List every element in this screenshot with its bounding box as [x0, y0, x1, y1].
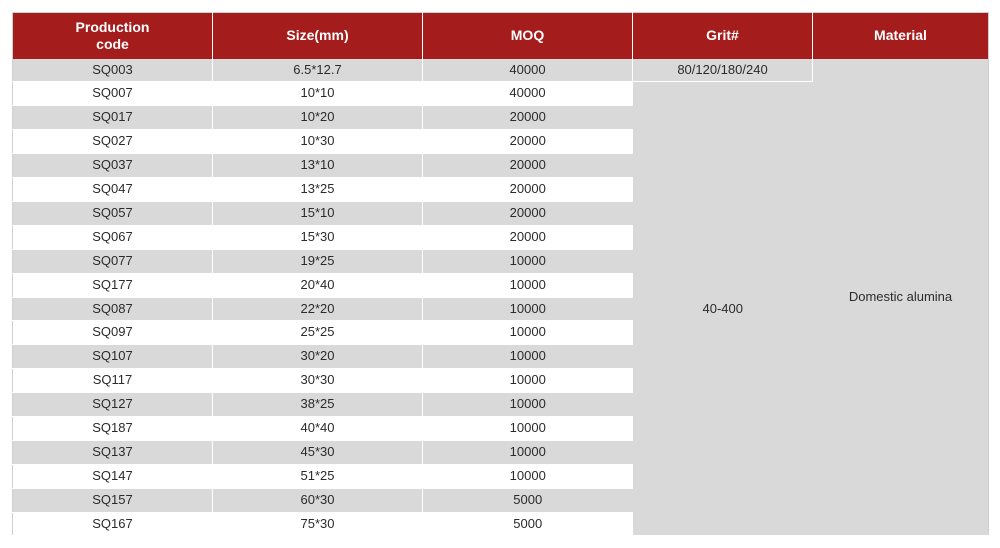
- spec-table: Productioncode Size(mm) MOQ Grit# Materi…: [12, 12, 989, 536]
- col-grit: Grit#: [633, 13, 813, 59]
- header-text: Grit#: [706, 27, 739, 43]
- cell-size: 15*30: [213, 225, 423, 249]
- cell-size: 25*25: [213, 321, 423, 345]
- cell-code: SQ097: [13, 321, 213, 345]
- cell-code: SQ047: [13, 178, 213, 202]
- cell-size: 10*20: [213, 106, 423, 130]
- cell-moq: 20000: [423, 178, 633, 202]
- cell-code: SQ177: [13, 273, 213, 297]
- cell-moq: 10000: [423, 273, 633, 297]
- cell-size: 6.5*12.7: [213, 59, 423, 82]
- table-row: SQ003 6.5*12.7 40000 80/120/180/240 Dome…: [13, 59, 989, 82]
- cell-size: 13*25: [213, 178, 423, 202]
- cell-code: SQ107: [13, 345, 213, 369]
- cell-moq: 10000: [423, 249, 633, 273]
- cell-size: 60*30: [213, 488, 423, 512]
- cell-code: SQ137: [13, 440, 213, 464]
- cell-moq: 5000: [423, 512, 633, 536]
- cell-size: 30*30: [213, 369, 423, 393]
- cell-code: SQ087: [13, 297, 213, 321]
- cell-size: 45*30: [213, 440, 423, 464]
- cell-moq: 10000: [423, 393, 633, 417]
- cell-size: 38*25: [213, 393, 423, 417]
- cell-moq: 10000: [423, 440, 633, 464]
- cell-moq: 40000: [423, 82, 633, 106]
- cell-moq: 10000: [423, 297, 633, 321]
- cell-size: 10*30: [213, 130, 423, 154]
- header-text: MOQ: [511, 27, 544, 43]
- header-text: Productioncode: [76, 19, 150, 52]
- cell-moq: 10000: [423, 321, 633, 345]
- cell-moq: 40000: [423, 59, 633, 82]
- cell-code: SQ037: [13, 154, 213, 178]
- cell-code: SQ157: [13, 488, 213, 512]
- cell-code: SQ077: [13, 249, 213, 273]
- table-body: SQ003 6.5*12.7 40000 80/120/180/240 Dome…: [13, 59, 989, 536]
- cell-moq: 10000: [423, 345, 633, 369]
- cell-grit-first: 80/120/180/240: [633, 59, 813, 82]
- header-text: Material: [874, 27, 927, 43]
- cell-size: 51*25: [213, 464, 423, 488]
- cell-size: 20*40: [213, 273, 423, 297]
- cell-size: 10*10: [213, 82, 423, 106]
- cell-moq: 10000: [423, 369, 633, 393]
- cell-moq: 10000: [423, 416, 633, 440]
- cell-grit-merged: 40-400: [633, 82, 813, 536]
- cell-material-merged: Domestic alumina: [813, 59, 989, 536]
- cell-size: 13*10: [213, 154, 423, 178]
- cell-size: 15*10: [213, 201, 423, 225]
- cell-code: SQ007: [13, 82, 213, 106]
- cell-code: SQ027: [13, 130, 213, 154]
- cell-moq: 10000: [423, 464, 633, 488]
- cell-code: SQ003: [13, 59, 213, 82]
- cell-moq: 20000: [423, 225, 633, 249]
- cell-code: SQ067: [13, 225, 213, 249]
- cell-code: SQ147: [13, 464, 213, 488]
- col-moq: MOQ: [423, 13, 633, 59]
- cell-code: SQ127: [13, 393, 213, 417]
- cell-size: 22*20: [213, 297, 423, 321]
- cell-code: SQ167: [13, 512, 213, 536]
- cell-moq: 5000: [423, 488, 633, 512]
- col-production-code: Productioncode: [13, 13, 213, 59]
- cell-moq: 20000: [423, 154, 633, 178]
- cell-size: 40*40: [213, 416, 423, 440]
- cell-moq: 20000: [423, 106, 633, 130]
- cell-code: SQ187: [13, 416, 213, 440]
- cell-code: SQ057: [13, 201, 213, 225]
- col-size: Size(mm): [213, 13, 423, 59]
- cell-moq: 20000: [423, 201, 633, 225]
- cell-code: SQ017: [13, 106, 213, 130]
- cell-size: 19*25: [213, 249, 423, 273]
- col-material: Material: [813, 13, 989, 59]
- cell-size: 30*20: [213, 345, 423, 369]
- cell-code: SQ117: [13, 369, 213, 393]
- table-header-row: Productioncode Size(mm) MOQ Grit# Materi…: [13, 13, 989, 59]
- cell-size: 75*30: [213, 512, 423, 536]
- cell-moq: 20000: [423, 130, 633, 154]
- header-text: Size(mm): [286, 27, 348, 43]
